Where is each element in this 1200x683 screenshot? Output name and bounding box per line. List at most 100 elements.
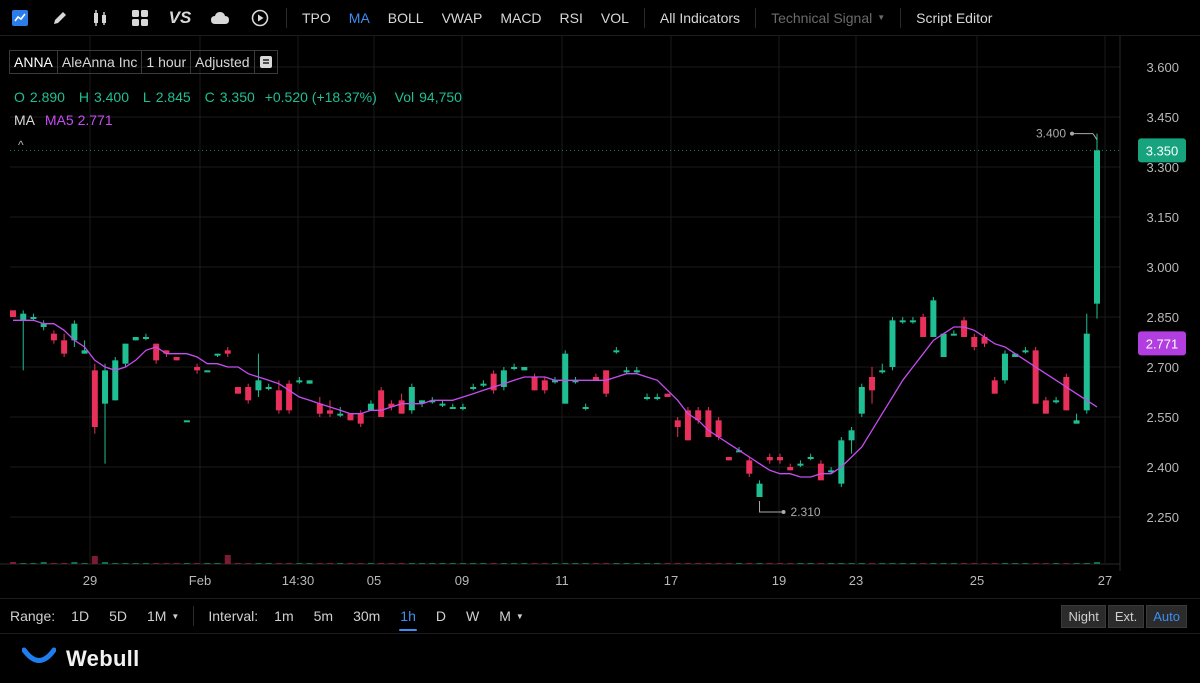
candle-body	[408, 387, 415, 411]
volume-bar	[664, 563, 671, 564]
open-value: 2.890	[29, 89, 65, 105]
candle-body	[265, 387, 272, 389]
toolbar-separator	[900, 7, 902, 28]
volume-bar	[490, 563, 497, 564]
volume-bar	[766, 563, 773, 564]
candle-body	[367, 403, 374, 411]
candle-body	[940, 333, 947, 357]
candle-body	[439, 403, 446, 406]
volume-bar	[715, 563, 722, 564]
ma-price-badge	[1138, 331, 1186, 356]
symbol-selector[interactable]: ANNA AleAnna Inc 1 hour Adjusted	[9, 50, 278, 74]
interval-w[interactable]: W	[466, 608, 480, 624]
volume-bar	[787, 563, 794, 564]
ext-button[interactable]: Ext.	[1107, 605, 1145, 628]
candle-body	[1001, 353, 1008, 381]
candle-body	[459, 407, 466, 409]
tab-tpo[interactable]: TPO	[302, 9, 331, 26]
range-1d[interactable]: 1D	[71, 608, 90, 624]
volume-bar	[204, 563, 211, 564]
volume-bar	[470, 563, 477, 564]
close-label: C	[204, 89, 215, 105]
close-value: 3.350	[219, 89, 255, 105]
candle-body	[776, 457, 783, 461]
interval-1h[interactable]: 1h	[390, 598, 426, 634]
candle-body	[736, 450, 743, 453]
chart-icon[interactable]	[0, 0, 40, 36]
interval-5m[interactable]: 5m	[313, 608, 334, 624]
collapse-icon[interactable]: ^	[18, 138, 24, 152]
tab-vol[interactable]: VOL	[600, 9, 629, 26]
candle-body	[1012, 353, 1019, 357]
tab-boll[interactable]: BOLL	[387, 9, 424, 26]
volume-bar	[981, 563, 988, 564]
candle-body	[480, 383, 487, 386]
range-1m-dropdown[interactable]: 1M ▼	[137, 598, 189, 634]
price-chart[interactable]: 3.400 2.310 2.250 2.400 2.550 2.700 2.850 3.000…	[0, 36, 1200, 596]
volume-bar	[613, 563, 620, 564]
volume-bar	[50, 563, 57, 564]
volume-bar	[459, 563, 466, 564]
volume-bar	[572, 563, 579, 564]
candle-body	[869, 377, 876, 391]
tab-rsi[interactable]: RSI	[559, 9, 583, 26]
interval-30m[interactable]: 30m	[353, 608, 381, 624]
ticker[interactable]: ANNA	[10, 51, 58, 73]
all-indicators-button[interactable]: All Indicators	[659, 9, 741, 26]
interval-m-dropdown[interactable]: M ▼	[489, 598, 534, 634]
candlestick-icon[interactable]	[80, 0, 120, 36]
tab-ma[interactable]: MA	[348, 9, 370, 26]
tab-macd[interactable]: MACD	[500, 9, 542, 26]
volume-bar	[623, 563, 630, 564]
menu-icon[interactable]	[255, 51, 277, 73]
y-tick-label: 3.300	[1146, 160, 1179, 175]
interval-selector[interactable]: 1 hour	[142, 51, 192, 73]
volume-bar	[633, 563, 640, 564]
candle-body	[50, 333, 57, 341]
candle-body	[592, 377, 599, 381]
webull-logo-icon	[21, 647, 57, 672]
night-button[interactable]: Night	[1061, 605, 1106, 628]
y-tick-label: 2.250	[1146, 510, 1179, 525]
interval-label: Interval:	[208, 608, 259, 624]
pen-icon[interactable]	[40, 0, 80, 36]
x-tick-label: 23	[849, 573, 863, 588]
volume-bar	[357, 563, 364, 564]
volume-bar	[81, 563, 88, 564]
candle-body	[173, 357, 180, 361]
grid-icon[interactable]	[120, 0, 160, 36]
range-5d[interactable]: 5D	[109, 608, 127, 624]
ma-label[interactable]: MA	[14, 112, 35, 128]
candle-body	[787, 467, 794, 471]
candle-body	[633, 370, 640, 373]
candle-body	[705, 410, 712, 437]
script-editor-button[interactable]: Script Editor	[916, 9, 993, 26]
volume-bar	[961, 563, 968, 564]
volume-bar	[950, 563, 957, 564]
candle-body	[91, 370, 98, 427]
cloud-icon[interactable]	[200, 0, 240, 36]
open-label: O	[14, 89, 25, 105]
y-tick-label: 2.700	[1146, 360, 1179, 375]
auto-button[interactable]: Auto	[1146, 605, 1187, 628]
tab-vwap[interactable]: VWAP	[441, 9, 483, 26]
adjustment-selector[interactable]: Adjusted	[191, 51, 255, 73]
y-tick-label: 2.400	[1146, 460, 1179, 475]
y-tick-label: 3.150	[1146, 210, 1179, 225]
low-marker-dot	[781, 510, 786, 514]
candle-body	[961, 320, 968, 337]
candle-body	[858, 387, 865, 414]
candle-body	[848, 430, 855, 441]
volume-bar	[1042, 563, 1049, 564]
high-value: 3.400	[93, 89, 129, 105]
candle-body	[306, 380, 313, 384]
vs-icon[interactable]: VS	[160, 0, 200, 36]
interval-1m[interactable]: 1m	[274, 608, 294, 624]
replay-icon[interactable]	[240, 0, 280, 36]
interval-d[interactable]: D	[435, 608, 446, 624]
technical-signal-dropdown[interactable]: Technical Signal ▼	[762, 0, 894, 36]
candle-body	[398, 400, 405, 414]
candle-body	[142, 337, 149, 339]
volume-bar	[378, 563, 385, 564]
volume-bar	[920, 563, 927, 564]
